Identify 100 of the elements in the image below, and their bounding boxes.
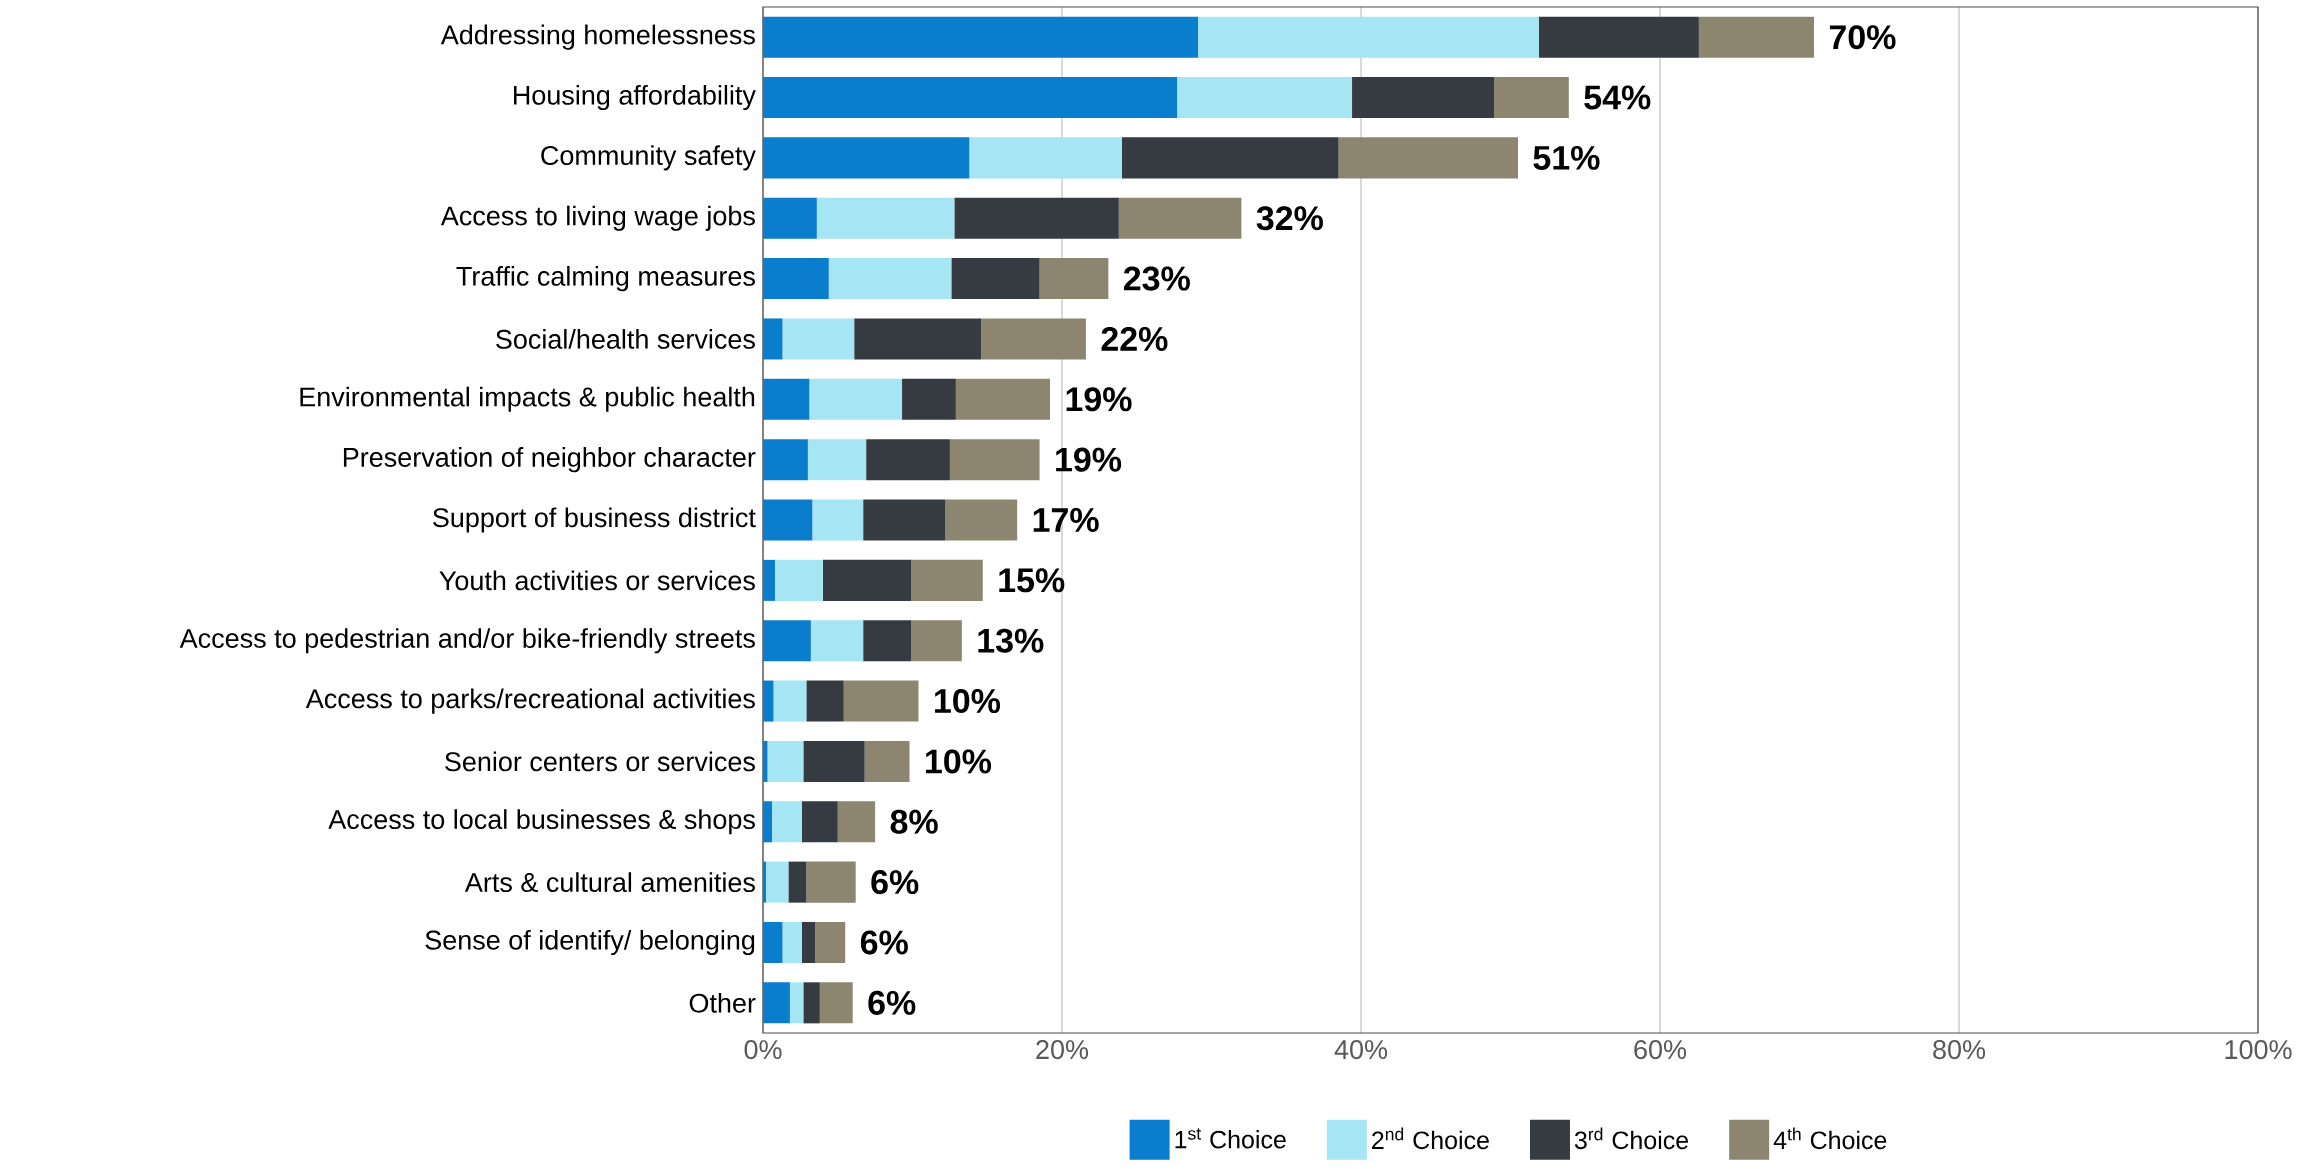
total-label: 19%	[1066, 387, 1132, 412]
total-label: 54%	[1584, 85, 1651, 110]
bar	[763, 197, 817, 239]
bar	[806, 861, 856, 903]
bar	[945, 499, 1018, 541]
y-tick-label: Access to living wage jobs	[440, 205, 755, 231]
y-tick-label: Preservation of neighbor character	[343, 447, 756, 473]
total-label: 10%	[935, 689, 1001, 714]
y-tick-label: Traffic calming measures	[456, 266, 755, 292]
bar	[763, 801, 772, 843]
bar	[863, 499, 946, 541]
x-tick-label: 60%	[1634, 1040, 1687, 1060]
bar	[911, 620, 962, 662]
bar	[816, 197, 955, 239]
x-tick-label: 100%	[2225, 1040, 2292, 1060]
bar	[949, 439, 1040, 481]
bar	[803, 982, 820, 1024]
bar	[782, 921, 802, 963]
total-label: 22%	[1101, 326, 1168, 351]
bar	[1121, 137, 1339, 179]
total-label: 6%	[868, 990, 916, 1015]
y-tick-label: Sense of identify/ belonging	[425, 929, 755, 956]
bar	[763, 982, 790, 1024]
bar	[843, 680, 919, 722]
bar	[1698, 16, 1814, 58]
bar	[763, 378, 810, 420]
bar	[763, 680, 774, 722]
bar	[1494, 77, 1569, 119]
bar	[763, 559, 775, 601]
bar	[1198, 16, 1539, 58]
bar	[773, 680, 807, 722]
bar	[812, 499, 864, 541]
y-tick-label: Support of business district	[433, 507, 756, 533]
y-tick-label: Environmental impacts & public health	[300, 386, 755, 412]
total-label: 51%	[1533, 145, 1600, 170]
total-label: 19%	[1056, 447, 1122, 472]
bar	[819, 982, 853, 1024]
total-label: 10%	[926, 749, 992, 774]
bar	[1039, 258, 1109, 300]
total-label: 32%	[1256, 206, 1323, 231]
total-label: 6%	[871, 870, 919, 895]
bar	[763, 318, 783, 360]
total-label: 6%	[860, 930, 908, 955]
bar	[955, 378, 1051, 420]
bar	[763, 258, 829, 300]
total-label: 15%	[999, 568, 1065, 593]
bar	[767, 740, 804, 782]
legend-label: 4$^{th}$ Choice	[1773, 1127, 1887, 1150]
bar	[828, 258, 952, 300]
bar	[815, 921, 846, 963]
y-tick-label: Senior centers or services	[445, 751, 755, 772]
bar	[863, 620, 912, 662]
bar	[864, 740, 910, 782]
bar	[1352, 77, 1495, 119]
bar	[1338, 137, 1518, 179]
bar	[902, 378, 956, 420]
bar	[806, 680, 844, 722]
y-tick-label: Addressing homelessness	[440, 24, 755, 50]
y-tick-label: Community safety	[541, 145, 756, 171]
y-tick-label: Other	[689, 992, 756, 1013]
y-tick-label: Youth activities or services	[439, 570, 755, 591]
bar	[789, 982, 804, 1024]
bar	[954, 197, 1119, 239]
bar	[1177, 77, 1353, 119]
y-tick-label: Access to local businesses & shops	[328, 809, 755, 835]
bar	[1118, 197, 1242, 239]
bar	[822, 559, 912, 601]
bar	[763, 921, 783, 963]
bar	[911, 559, 983, 601]
y-tick-label: Access to parks/recreational activities	[305, 688, 755, 714]
bar	[866, 439, 950, 481]
bar	[774, 559, 823, 601]
bar	[763, 499, 813, 541]
bar	[807, 439, 867, 481]
bar	[837, 801, 876, 843]
x-tick-label: 0%	[744, 1040, 782, 1060]
bar	[788, 861, 807, 903]
bar	[763, 16, 1199, 58]
bar	[951, 258, 1040, 300]
bar	[809, 378, 903, 420]
total-label: 13%	[978, 628, 1044, 653]
bar	[801, 801, 838, 843]
bar	[1538, 16, 1699, 58]
bar	[763, 439, 808, 481]
bar	[801, 921, 816, 963]
total-label: 23%	[1123, 266, 1190, 291]
bar	[803, 740, 865, 782]
bar	[981, 318, 1086, 360]
bar	[763, 77, 1178, 119]
bar	[969, 137, 1122, 179]
bar	[763, 620, 811, 662]
y-tick-label: Arts & cultural amenities	[464, 872, 755, 893]
bar	[765, 861, 789, 903]
bar	[854, 318, 982, 360]
bar	[763, 861, 766, 903]
bar	[810, 620, 864, 662]
x-tick-label: 20%	[1036, 1040, 1089, 1060]
bar	[763, 137, 970, 179]
bar	[782, 318, 855, 360]
legend-label: 2$^{nd}$ Choice	[1372, 1127, 1489, 1150]
